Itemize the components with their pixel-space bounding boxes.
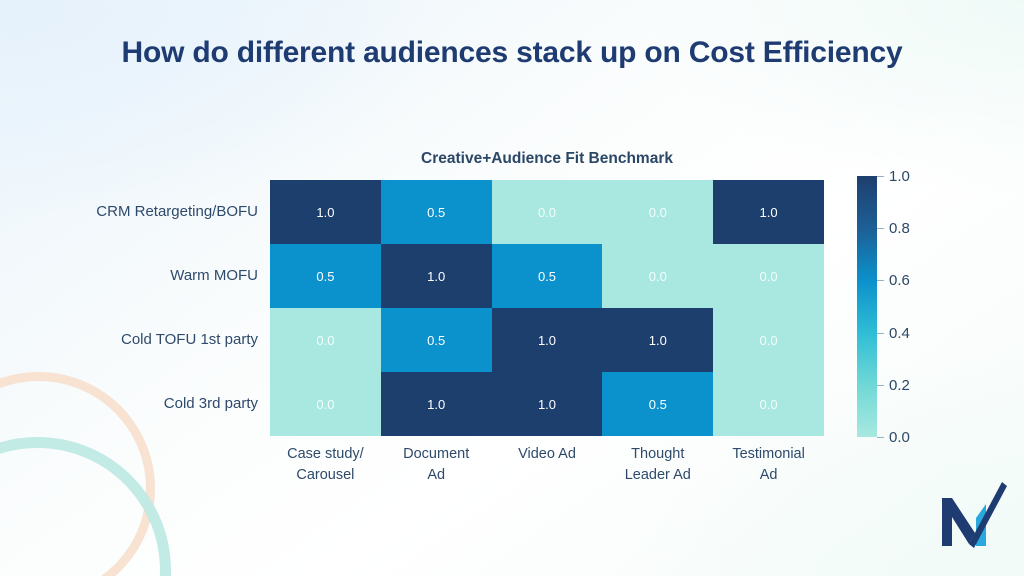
x-tick-label: Testimonial Ad — [732, 446, 805, 484]
colorbar-tick-mark — [877, 228, 884, 230]
heatmap-cell: 1.0 — [270, 180, 381, 244]
heatmap-cell: 0.0 — [713, 372, 824, 436]
colorbar-tick-value: 0.0 — [889, 429, 910, 446]
heatmap-cell: 0.5 — [380, 180, 492, 244]
page-title: How do different audiences stack up on C… — [121, 36, 903, 69]
heatmap-cell: 0.0 — [602, 180, 714, 244]
colorbar-tick-value: 0.8 — [889, 220, 910, 238]
heatmap-cell: 1.0 — [491, 308, 603, 372]
logo-m-left-stroke — [942, 498, 975, 546]
y-tick-label: Cold TOFU 1st party — [121, 331, 258, 348]
brand-logo-m — [942, 482, 1007, 548]
colorbar-tick-mark — [877, 280, 884, 282]
logo-check-swoosh — [969, 482, 1007, 548]
colorbar-tick-mark — [877, 176, 884, 177]
y-tick-label: Warm MOFU — [170, 267, 258, 284]
colorbar-gradient — [857, 176, 877, 437]
colorbar-tick-value: 0.4 — [889, 324, 910, 342]
heatmap-cell: 0.5 — [491, 244, 603, 308]
x-tick-label: Case study/Carousel — [287, 446, 364, 484]
colorbar-tick-mark — [877, 437, 884, 438]
heatmap-cell: 1.0 — [380, 372, 492, 436]
heatmap-cell: 0.0 — [270, 372, 381, 436]
heatmap-cell: 0.5 — [270, 244, 381, 308]
heatmap-cell: 1.0 — [713, 180, 824, 244]
colorbar-tick-value: 1.0 — [889, 168, 910, 185]
heatmap-grid: 1.0 0.5 0.0 0.0 1.0 0.5 1.0 0.5 0.0 0.0 0.0 0.5 1.0 1… — [270, 180, 824, 436]
heatmap-cell: 0.0 — [713, 244, 824, 308]
heatmap-cell: 0.0 — [270, 308, 381, 372]
heatmap-cell: 1.0 — [602, 308, 714, 372]
heatmap-cell: 0.5 — [602, 372, 714, 436]
x-tick-label: Document Ad — [403, 446, 470, 484]
y-tick-label: Cold 3rd party — [163, 395, 258, 412]
heatmap-cell: 0.0 — [602, 244, 714, 308]
chart-title: Creative+Audience Fit Benchmark — [421, 150, 673, 167]
colorbar-tick-mark — [877, 384, 884, 386]
x-tick-label: Video Ad — [518, 446, 576, 462]
heatmap-cell: 0.0 — [491, 180, 603, 244]
colorbar — [857, 176, 877, 437]
heatmap-cell: 0.5 — [380, 308, 492, 372]
heatmap-cell: 1.0 — [380, 244, 492, 308]
y-tick-label: CRM Retargeting/BOFU — [96, 203, 258, 220]
heatmap-cell: 1.0 — [491, 372, 603, 436]
colorbar-tick-value: 0.6 — [889, 272, 910, 290]
colorbar-tick-mark — [877, 332, 884, 334]
heatmap-cell: 0.0 — [713, 308, 824, 372]
colorbar-tick-value: 0.2 — [889, 376, 910, 394]
x-tick-label: Thought Leader Ad — [624, 446, 691, 484]
